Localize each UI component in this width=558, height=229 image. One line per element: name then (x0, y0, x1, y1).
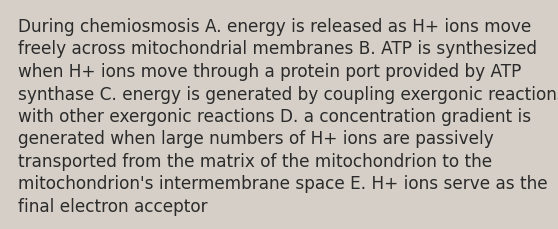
Text: generated when large numbers of H+ ions are passively: generated when large numbers of H+ ions … (18, 130, 494, 148)
Text: During chemiosmosis A. energy is released as H+ ions move: During chemiosmosis A. energy is release… (18, 18, 531, 36)
Text: when H+ ions move through a protein port provided by ATP: when H+ ions move through a protein port… (18, 63, 521, 81)
Text: with other exergonic reactions D. a concentration gradient is: with other exergonic reactions D. a conc… (18, 108, 531, 125)
Text: freely across mitochondrial membranes B. ATP is synthesized: freely across mitochondrial membranes B.… (18, 40, 537, 58)
Text: mitochondrion's intermembrane space E. H+ ions serve as the: mitochondrion's intermembrane space E. H… (18, 175, 547, 193)
Text: transported from the matrix of the mitochondrion to the: transported from the matrix of the mitoc… (18, 152, 492, 170)
Text: final electron acceptor: final electron acceptor (18, 197, 208, 215)
Text: synthase C. energy is generated by coupling exergonic reactions: synthase C. energy is generated by coupl… (18, 85, 558, 103)
